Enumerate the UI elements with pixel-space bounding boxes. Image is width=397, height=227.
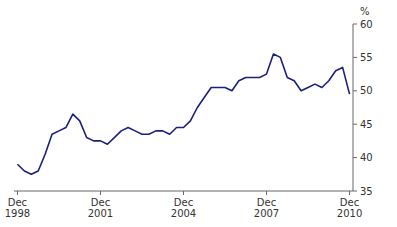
y-tick [353,124,357,125]
x-tick-label-line: Dec [340,197,359,208]
x-tick-label-line: 1998 [5,208,30,219]
chart: 354045505560%Dec1998Dec2001Dec2004Dec200… [0,0,397,227]
y-tick-label: 40 [360,152,373,163]
y-tick [353,90,357,91]
line [17,54,349,174]
x-tick-label-line: 2010 [337,208,362,219]
y-axis-line [353,24,354,191]
x-tick [100,191,101,195]
x-tick-label-line: 2001 [88,208,113,219]
x-tick [349,191,350,195]
y-tick-label: 55 [360,52,373,63]
x-tick-label-line: Dec [257,197,276,208]
y-tick [353,57,357,58]
x-tick-label: Dec2007 [254,197,279,219]
x-tick-label: Dec2010 [337,197,362,219]
x-tick [17,191,18,195]
y-axis-label: % [360,6,370,17]
x-tick-label-line: 2004 [171,208,196,219]
y-tick-label: 60 [360,19,373,30]
plot-area [17,54,349,174]
y-tick [353,191,357,192]
x-tick-label: Dec1998 [5,197,30,219]
y-tick [353,24,357,25]
y-tick-label: 45 [360,119,373,130]
x-tick [266,191,267,195]
y-tick-label: 50 [360,85,373,96]
x-tick-label-line: Dec [91,197,110,208]
x-tick-label: Dec2004 [171,197,196,219]
y-tick-label: 35 [360,186,373,197]
x-tick-label: Dec2001 [88,197,113,219]
x-tick-label-line: 2007 [254,208,279,219]
x-tick-label-line: Dec [174,197,193,208]
y-tick [353,157,357,158]
x-tick-label-line: Dec [8,197,27,208]
x-tick [183,191,184,195]
